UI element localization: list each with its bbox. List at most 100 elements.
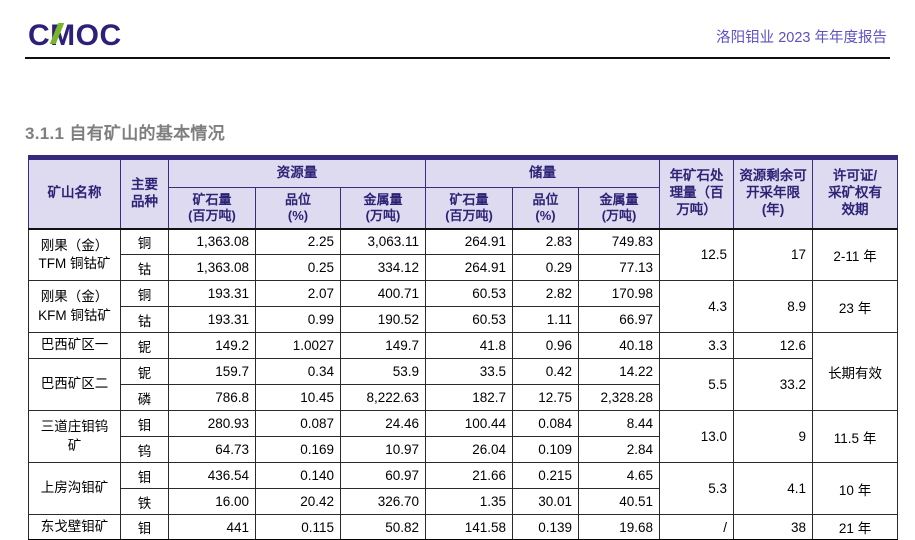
value-cell: 53.9 <box>339 358 427 385</box>
value-cell: 1.0027 <box>255 332 341 359</box>
value-cell: 264.91 <box>425 254 514 281</box>
value-cell: 77.13 <box>578 254 661 281</box>
variety-cell: 磷 <box>120 384 169 411</box>
value-cell: 0.087 <box>255 410 341 437</box>
variety-cell: 钨 <box>120 436 169 463</box>
value-cell: 436.54 <box>168 462 256 489</box>
value-cell: 30.01 <box>512 488 580 515</box>
mine-name-cell: 刚果（金） TFM 铜钴矿 <box>28 227 121 281</box>
variety-cell: 铌 <box>120 358 169 385</box>
value-cell: 0.140 <box>255 462 341 489</box>
value-cell: 0.215 <box>512 462 580 489</box>
value-cell: 100.44 <box>425 410 514 437</box>
license-cell: 10 年 <box>812 462 899 515</box>
col-header-res-metal: 金属量 (万吨) <box>339 187 427 229</box>
value-cell: 0.169 <box>255 436 341 463</box>
value-cell: 0.139 <box>512 514 580 540</box>
value-cell: 20.42 <box>255 488 341 515</box>
value-cell: 60.53 <box>425 280 514 307</box>
value-cell: 2.83 <box>512 227 580 255</box>
table-row: 东戈壁钼矿 钼 441 0.115 50.82 141.58 0.139 19.… <box>28 514 899 540</box>
logo-letters-oc: OC <box>75 19 122 52</box>
value-cell: 24.46 <box>339 410 427 437</box>
value-cell: 149.2 <box>168 332 256 359</box>
value-cell: 441 <box>168 514 256 540</box>
remaining-years-cell: 12.6 <box>733 332 814 359</box>
remaining-years-cell: 38 <box>733 514 814 540</box>
license-cell: 2-11 年 <box>812 227 899 281</box>
col-header-rsv-grade: 品位 (%) <box>512 187 580 229</box>
mine-name-cell: 三道庄钼钨 矿 <box>28 410 121 463</box>
processing-cell: / <box>659 514 735 540</box>
header-divider <box>25 57 890 59</box>
value-cell: 16.00 <box>168 488 256 515</box>
value-cell: 3,063.11 <box>339 227 427 255</box>
value-cell: 0.99 <box>255 306 341 333</box>
remaining-years-cell: 17 <box>733 227 814 281</box>
value-cell: 400.71 <box>339 280 427 307</box>
cmoc-logo: CMOC <box>28 21 122 51</box>
table-header: 矿山名称 主要 品种 资源量 储量 年矿石处 理量（百 万吨） 资源剩余可 开采… <box>28 157 899 229</box>
logo-letter-m: M <box>50 19 76 52</box>
value-cell: 2.07 <box>255 280 341 307</box>
variety-cell: 钼 <box>120 410 169 437</box>
processing-cell: 13.0 <box>659 410 735 463</box>
value-cell: 280.93 <box>168 410 256 437</box>
processing-cell: 3.3 <box>659 332 735 359</box>
table-row: 刚果（金） KFM 铜钴矿 铜 193.31 2.07 400.71 60.53… <box>28 280 899 333</box>
processing-cell: 4.3 <box>659 280 735 333</box>
variety-cell: 铜 <box>120 280 169 307</box>
value-cell: 1.11 <box>512 306 580 333</box>
value-cell: 8.44 <box>578 410 661 437</box>
value-cell: 0.42 <box>512 358 580 385</box>
value-cell: 190.52 <box>339 306 427 333</box>
variety-cell: 钴 <box>120 306 169 333</box>
value-cell: 2.82 <box>512 280 580 307</box>
col-header-processing: 年矿石处 理量（百 万吨） <box>659 157 735 229</box>
col-header-remaining-years: 资源剩余可 开采年限 (年) <box>733 157 814 229</box>
value-cell: 1,363.08 <box>168 227 256 255</box>
table-row: 三道庄钼钨 矿 钼 280.93 0.087 24.46 100.44 0.08… <box>28 410 899 463</box>
variety-cell: 钼 <box>120 514 169 540</box>
value-cell: 182.7 <box>425 384 514 411</box>
value-cell: 193.31 <box>168 280 256 307</box>
value-cell: 170.98 <box>578 280 661 307</box>
table-row: 钴 193.31 0.99 190.52 60.53 1.11 66.97 <box>29 306 898 333</box>
section-title: 3.1.1 自有矿山的基本情况 <box>25 124 226 143</box>
table-row: 铁 16.00 20.42 326.70 1.35 30.01 40.51 <box>29 488 898 515</box>
remaining-years-cell: 9 <box>733 410 814 463</box>
value-cell: 749.83 <box>578 227 661 255</box>
value-cell: 19.68 <box>578 514 661 540</box>
value-cell: 2.84 <box>578 436 661 463</box>
value-cell: 1,363.08 <box>168 254 256 281</box>
table-row: 巴西矿区一 铌 149.2 1.0027 149.7 41.8 0.96 40.… <box>28 332 899 411</box>
table-row: 上房沟钼矿 钼 436.54 0.140 60.97 21.66 0.215 4… <box>28 462 899 515</box>
remaining-years-cell: 33.2 <box>733 358 814 411</box>
table-row: 钨 64.73 0.169 10.97 26.04 0.109 2.84 <box>29 436 898 463</box>
mine-name-cell: 巴西矿区一 <box>28 332 121 359</box>
value-cell: 21.66 <box>425 462 514 489</box>
variety-cell: 铜 <box>120 227 169 255</box>
variety-cell: 钴 <box>120 254 169 281</box>
value-cell: 0.96 <box>512 332 580 359</box>
mine-name-cell: 刚果（金） KFM 铜钴矿 <box>28 280 121 333</box>
value-cell: 60.53 <box>425 306 514 333</box>
value-cell: 159.7 <box>168 358 256 385</box>
license-cell: 23 年 <box>812 280 899 333</box>
processing-cell: 5.5 <box>659 358 735 411</box>
value-cell: 26.04 <box>425 436 514 463</box>
remaining-years-cell: 8.9 <box>733 280 814 333</box>
report-title: 洛阳钼业 2023 年年度报告 <box>716 29 887 46</box>
table-row: 刚果（金） TFM 铜钴矿 铜 1,363.08 2.25 3,063.11 2… <box>28 227 899 281</box>
logo-letter-c1: C <box>28 19 51 52</box>
value-cell: 0.29 <box>512 254 580 281</box>
value-cell: 50.82 <box>339 514 427 540</box>
license-cell: 11.5 年 <box>812 410 899 463</box>
col-header-res-grade: 品位 (%) <box>255 187 341 229</box>
value-cell: 8,222.63 <box>339 384 427 411</box>
value-cell: 334.12 <box>339 254 427 281</box>
value-cell: 149.7 <box>339 332 427 359</box>
mine-name-cell: 东戈壁钼矿 <box>28 514 121 540</box>
variety-cell: 钼 <box>120 462 169 489</box>
